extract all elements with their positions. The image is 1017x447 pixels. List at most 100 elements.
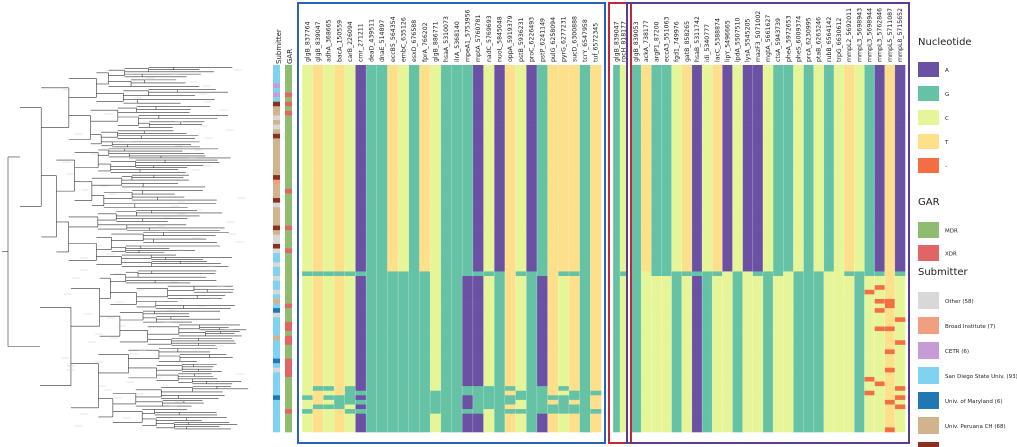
heatmap-cell [387, 294, 399, 300]
heatmap-cell [302, 386, 313, 392]
heatmap-cell [613, 317, 621, 323]
heatmap-cell [641, 211, 652, 217]
heatmap-cell [732, 372, 743, 378]
heatmap-cell [803, 106, 814, 112]
gar-cell [285, 74, 292, 80]
submitter-cell [273, 276, 280, 281]
heatmap-cell [430, 404, 442, 410]
heatmap-cell [613, 262, 621, 268]
heatmap-cell [613, 170, 621, 176]
heatmap-cell [661, 97, 672, 102]
heatmap-cell [613, 124, 621, 130]
heatmap-cell [722, 344, 733, 350]
heatmap-cell [762, 147, 774, 153]
heatmap-cell [691, 422, 703, 428]
heatmap-cell [793, 220, 804, 226]
heatmap-cell [833, 404, 845, 410]
heatmap-cell [691, 92, 703, 98]
heatmap-cell [651, 188, 662, 194]
heatmap-cell [651, 395, 662, 401]
heatmap-cell [366, 253, 378, 258]
heatmap-cell [671, 326, 683, 332]
heatmap-cell [732, 216, 743, 222]
heatmap-cell [526, 220, 538, 226]
heatmap-cell [366, 147, 378, 153]
heatmap-cell [387, 120, 399, 125]
heatmap-cell [773, 156, 784, 162]
heatmap-cell [376, 409, 388, 414]
heatmap-cell [494, 386, 506, 392]
heatmap-cell [620, 110, 628, 116]
heatmap-cell [803, 321, 814, 327]
heatmap-cell [408, 386, 420, 392]
heatmap-cell [494, 262, 506, 268]
heatmap-cell [793, 243, 804, 249]
heatmap-cell [783, 202, 794, 208]
heatmap-cell [844, 175, 855, 180]
heatmap-cell [823, 115, 835, 121]
heatmap-cell [773, 349, 784, 355]
heatmap-cell [494, 184, 506, 190]
heatmap-cell [793, 303, 804, 309]
heatmap-cell [783, 303, 794, 309]
heatmap-cell [504, 413, 516, 419]
heatmap-cell [742, 207, 754, 213]
heatmap-cell [536, 404, 548, 410]
heatmap-cell [651, 207, 662, 213]
heatmap-cell [451, 92, 463, 98]
heatmap-cell [408, 253, 420, 258]
submitter-cell [273, 289, 280, 295]
heatmap-cell [558, 418, 570, 424]
heatmap-cell [702, 106, 713, 112]
gar-cell [285, 303, 292, 309]
heatmap-cell [398, 354, 410, 359]
heatmap-cell [641, 266, 652, 272]
heatmap-cell [793, 276, 804, 281]
heatmap-cell [344, 367, 356, 373]
heatmap-cell [691, 285, 703, 291]
heatmap-cell [579, 78, 591, 84]
heatmap-cell [494, 298, 506, 304]
heatmap-cell [844, 234, 855, 240]
heatmap-cell [823, 262, 835, 268]
heatmap-cell [536, 271, 548, 277]
heatmap-cell [613, 152, 621, 158]
heatmap-cell [504, 326, 516, 332]
heatmap-cell [613, 248, 621, 254]
heatmap-cell [671, 257, 683, 263]
heatmap-cell [702, 312, 713, 318]
heatmap-cell [661, 308, 672, 314]
heatmap-cell [419, 92, 431, 98]
heatmap-cell [504, 381, 516, 387]
heatmap-cell [712, 395, 723, 401]
heatmap-cell [526, 188, 538, 194]
heatmap-cell [558, 335, 570, 341]
heatmap-cell [702, 280, 713, 286]
heatmap-cell [742, 266, 754, 272]
heatmap-cell [515, 409, 527, 414]
heatmap-cell [440, 179, 452, 185]
heatmap-cell [813, 138, 825, 144]
heatmap-cell [568, 427, 580, 433]
heatmap-cell [661, 124, 672, 130]
heatmap-cell [462, 156, 474, 162]
heatmap-cell [742, 331, 754, 336]
heatmap-cell [579, 262, 591, 268]
heatmap-cell [661, 280, 672, 286]
heatmap-cell [661, 289, 672, 295]
heatmap-cell [783, 161, 794, 167]
heatmap-cell [302, 257, 313, 263]
heatmap-cell [579, 404, 591, 410]
heatmap-cell [641, 354, 652, 359]
heatmap-cell [408, 216, 420, 222]
heatmap-cell [631, 198, 642, 203]
heatmap-cell [387, 184, 399, 190]
heatmap-cell [312, 413, 324, 419]
heatmap-cell [732, 184, 743, 190]
heatmap-cell [752, 161, 764, 167]
heatmap-cell [742, 106, 754, 112]
heatmap-cell [742, 83, 754, 89]
heatmap-cell [536, 354, 548, 359]
heatmap-cell [323, 188, 335, 194]
heatmap-cell [472, 129, 484, 135]
